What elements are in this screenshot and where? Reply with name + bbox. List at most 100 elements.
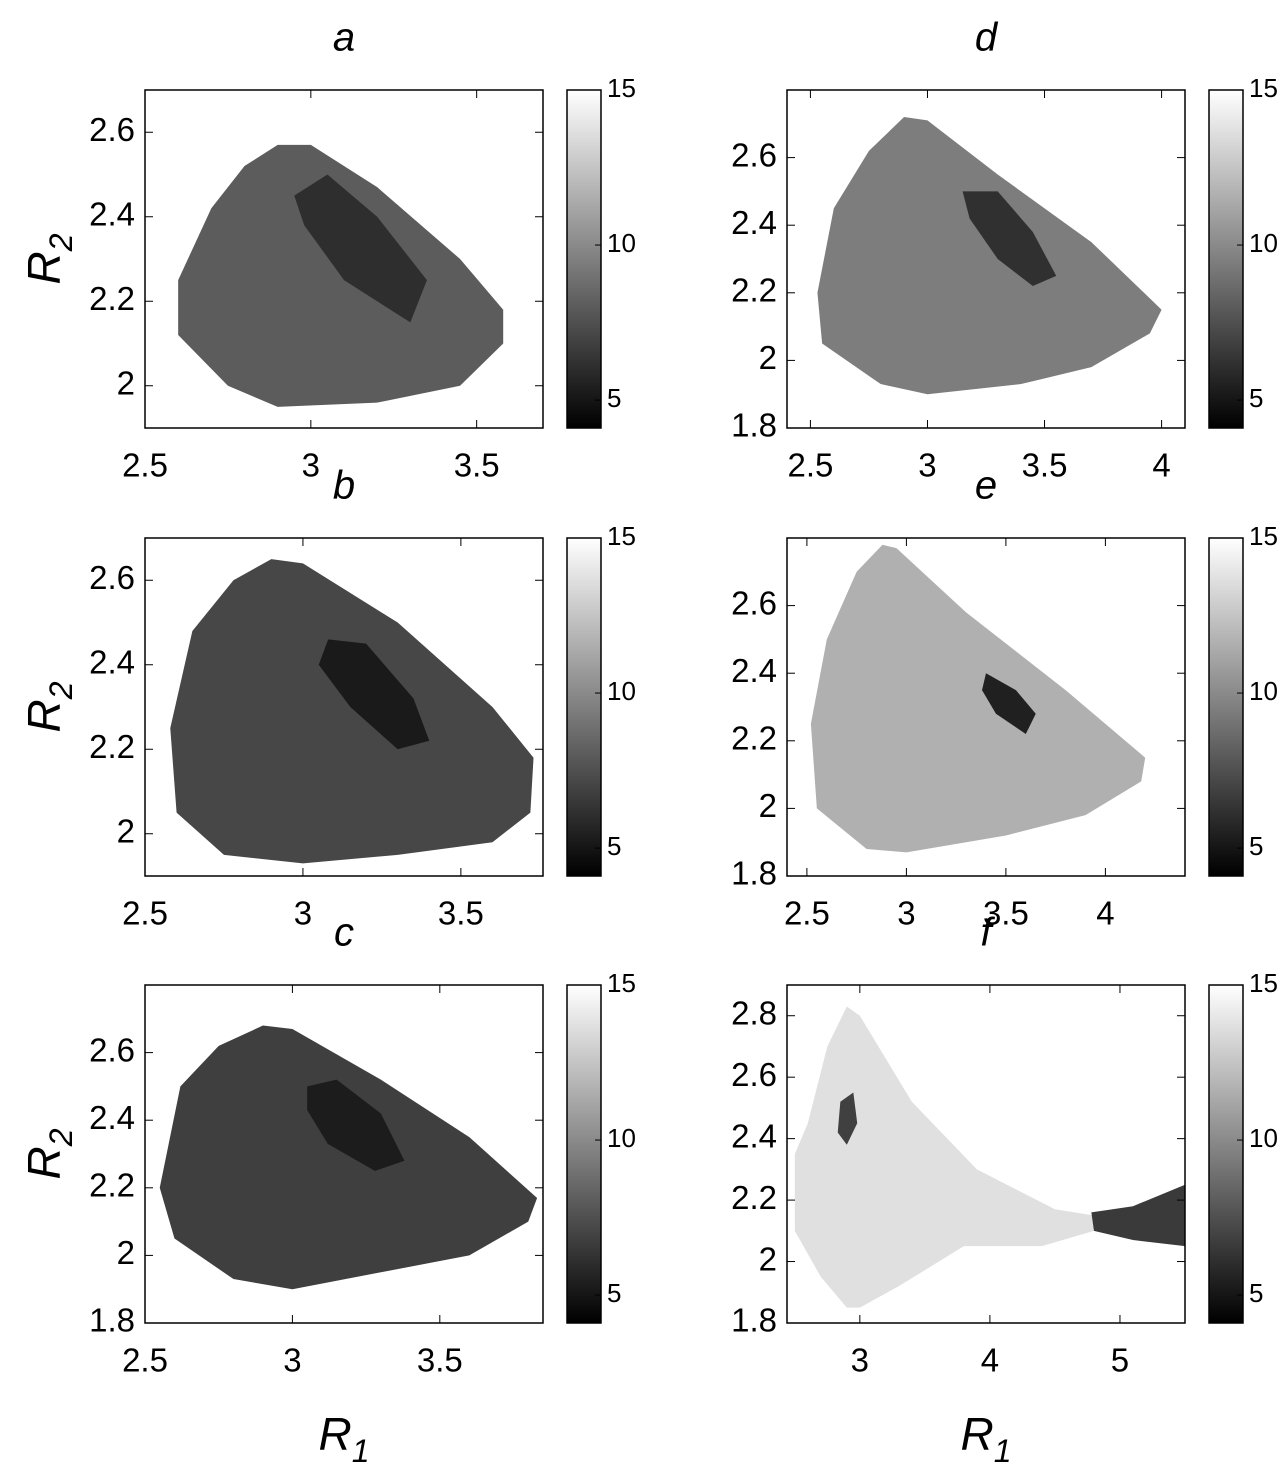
x-axis-label: R1: [318, 1408, 369, 1469]
colorbar: [1208, 89, 1244, 429]
axes-frame: [786, 537, 1186, 877]
x-tick-label: 3.5: [417, 1342, 463, 1379]
y-axis-label: R2: [18, 233, 79, 284]
heat-region: [307, 1079, 405, 1171]
plot-area: [178, 144, 504, 407]
y-tick-label: 2: [759, 1240, 777, 1277]
y-tick-label: 2: [117, 364, 135, 401]
y-tick-label: 2.4: [731, 204, 777, 241]
axes-frame: [144, 89, 544, 429]
x-tick-label: 3.5: [438, 895, 484, 932]
y-axis-label-base: R: [18, 699, 70, 732]
x-tick-label: 3.5: [454, 447, 500, 484]
x-tick-label: 3: [302, 447, 320, 484]
y-tick-label: 2.6: [731, 584, 777, 621]
heat-region: [810, 544, 1146, 853]
y-tick-label: 1.8: [89, 1302, 135, 1339]
x-tick-label: 2.5: [122, 1342, 168, 1379]
x-tick-label: 3: [294, 895, 312, 932]
y-tick-label: 2.6: [89, 1031, 135, 1068]
y-tick-label: 2.6: [731, 1056, 777, 1093]
panel-title: c: [334, 911, 354, 955]
colorbar-tick-label: 10: [607, 1123, 636, 1153]
panel-title: b: [333, 464, 355, 508]
y-axis-label-subscript: 2: [43, 681, 79, 700]
colorbar-tick-label: 5: [1249, 1278, 1263, 1308]
heat-region: [170, 559, 534, 864]
x-tick-label: 4: [1152, 447, 1170, 484]
x-axis-label-subscript: 1: [352, 1433, 370, 1469]
heat-region: [318, 639, 430, 750]
y-tick-label: 2: [117, 1234, 135, 1271]
colorbar-tick-label: 10: [607, 676, 636, 706]
colorbar-tick-label: 15: [1249, 73, 1278, 103]
y-tick-label: 1.8: [731, 855, 777, 892]
y-tick-label: 2.4: [89, 1099, 135, 1136]
axes-frame: [786, 89, 1186, 429]
y-tick-label: 1.8: [731, 1302, 777, 1339]
x-axis-label-base: R: [318, 1408, 351, 1460]
panel-title: e: [975, 464, 997, 508]
y-tick-label: 1.8: [731, 407, 777, 444]
panel-title: a: [333, 16, 355, 60]
colorbar: [566, 537, 602, 877]
y-tick-label: 2: [117, 812, 135, 849]
colorbar-tick-label: 5: [607, 831, 621, 861]
y-tick-label: 2: [759, 339, 777, 376]
y-tick-label: 2.4: [89, 643, 135, 680]
colorbar-tick-label: 10: [1249, 1123, 1278, 1153]
colorbar: [1208, 537, 1244, 877]
colorbar: [1208, 984, 1244, 1324]
plot-area: [817, 117, 1162, 395]
x-tick-label: 5: [1111, 1342, 1129, 1379]
colorbar-tick-label: 15: [607, 968, 636, 998]
y-tick-label: 2.2: [731, 720, 777, 757]
plot-area: [159, 1025, 538, 1290]
y-tick-label: 2.2: [731, 1179, 777, 1216]
panel-title: d: [975, 16, 999, 60]
colorbar-tick-label: 5: [1249, 383, 1263, 413]
x-tick-label: 3: [851, 1342, 869, 1379]
y-tick-label: 2.4: [731, 1117, 777, 1154]
y-tick-label: 2.8: [731, 994, 777, 1031]
colorbar-tick-label: 15: [607, 521, 636, 551]
heat-region: [962, 191, 1057, 287]
heat-region: [982, 673, 1036, 735]
x-tick-label: 2.5: [122, 447, 168, 484]
colorbar: [566, 89, 602, 429]
axes-frame: [144, 537, 544, 877]
x-tick-label: 3: [283, 1342, 301, 1379]
y-tick-label: 2.6: [89, 111, 135, 148]
colorbar-tick-label: 10: [1249, 228, 1278, 258]
x-tick-label: 2.5: [122, 895, 168, 932]
heat-region: [794, 1006, 1094, 1308]
colorbar-tick-label: 5: [1249, 831, 1263, 861]
plot-area: [170, 559, 534, 864]
plot-area: [794, 1006, 1185, 1308]
heat-region: [817, 117, 1162, 395]
heat-region: [837, 1092, 858, 1145]
x-axis-label: R1: [960, 1408, 1011, 1469]
colorbar-tick-label: 15: [607, 73, 636, 103]
y-tick-label: 2.2: [731, 272, 777, 309]
colorbar-tick-label: 15: [1249, 968, 1278, 998]
x-tick-label: 3.5: [1022, 447, 1068, 484]
heat-region: [178, 144, 504, 407]
y-axis-label-subscript: 2: [43, 233, 79, 252]
x-axis-label-base: R: [960, 1408, 993, 1460]
colorbar-tick-label: 10: [607, 228, 636, 258]
y-tick-label: 2.6: [89, 559, 135, 596]
y-tick-label: 2.2: [89, 280, 135, 317]
y-axis-label: R2: [18, 1128, 79, 1179]
y-axis-label: R2: [18, 681, 79, 732]
axes-frame: [144, 984, 544, 1324]
heat-region: [1091, 1184, 1185, 1247]
y-axis-label-subscript: 2: [43, 1128, 79, 1147]
colorbar: [566, 984, 602, 1324]
x-tick-label: 3: [918, 447, 936, 484]
y-tick-label: 2.4: [731, 652, 777, 689]
heat-region: [294, 174, 427, 323]
colorbar-tick-label: 5: [607, 383, 621, 413]
x-tick-label: 3: [897, 895, 915, 932]
